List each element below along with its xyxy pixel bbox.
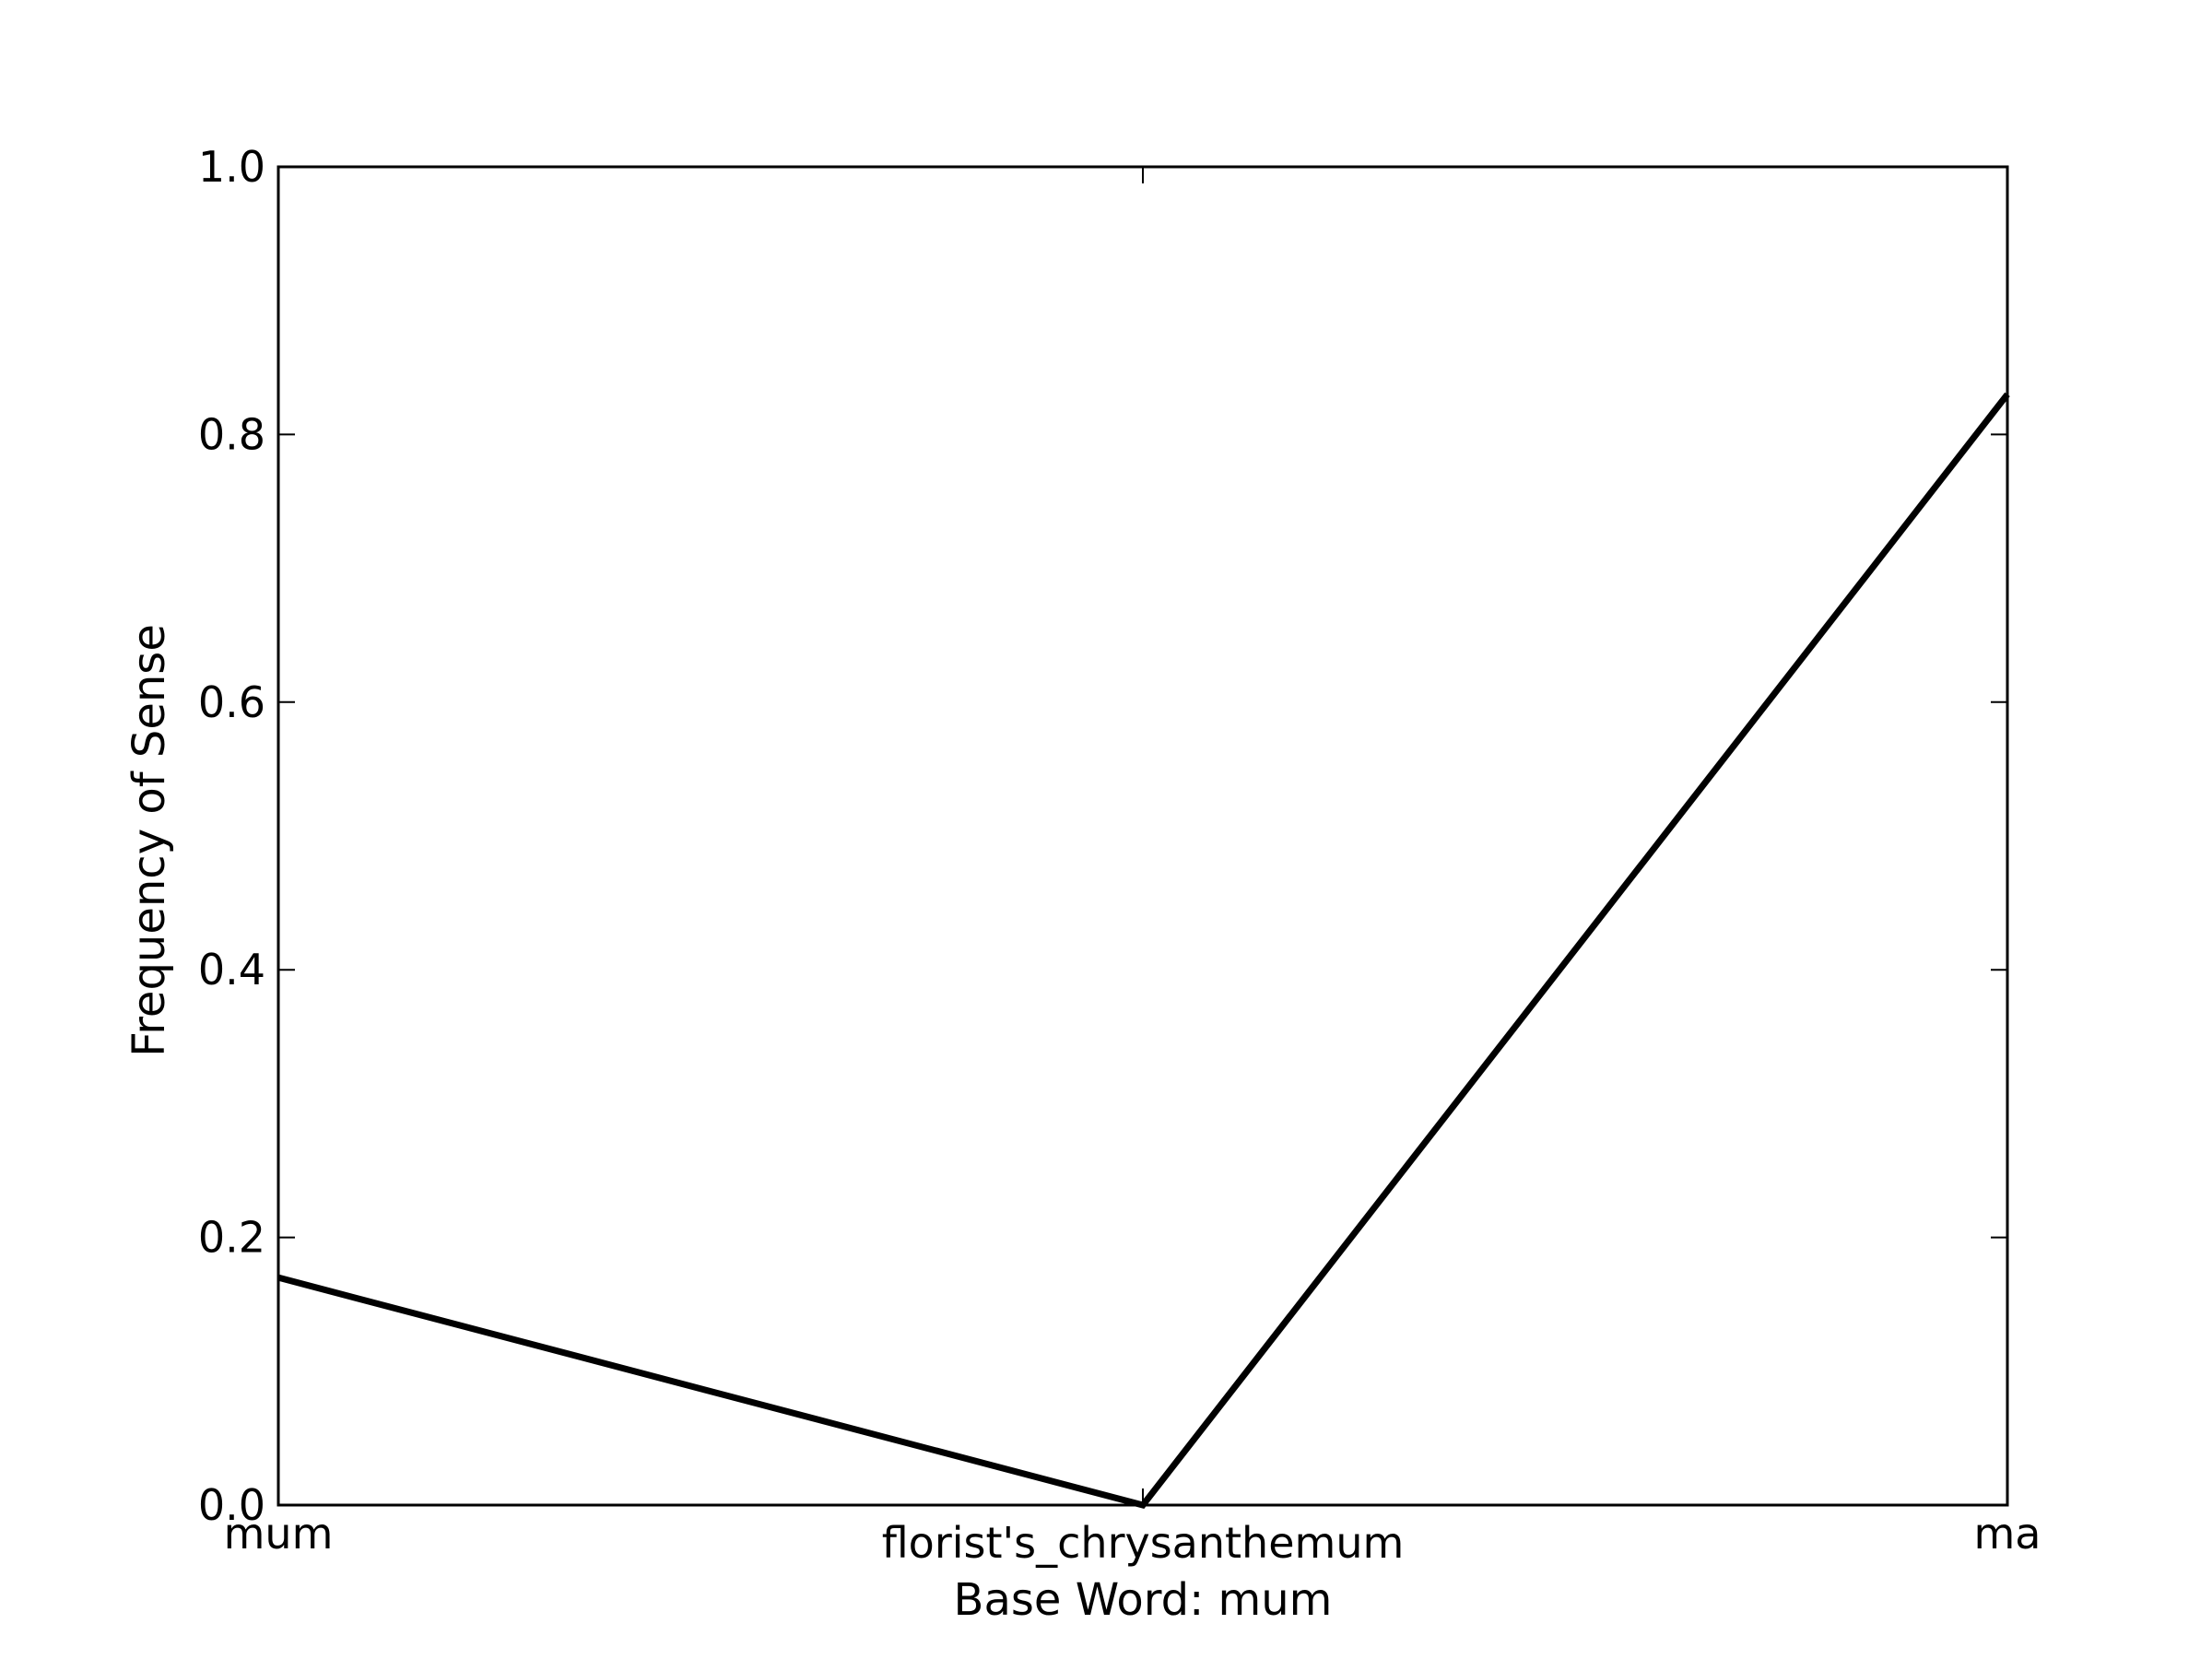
y-tick-label: 0.8 (198, 409, 265, 459)
x-tick-label: mum (224, 1509, 334, 1559)
y-tick-label: 0.6 (198, 677, 265, 727)
y-tick-label: 1.0 (198, 142, 265, 192)
data-layer (277, 392, 2010, 1509)
x-tick-label: florist's_chrysanthemum (882, 1518, 1405, 1568)
plot-area (276, 165, 2009, 1507)
x-axis-label: Base Word: mum (954, 1574, 1333, 1626)
series-line (277, 392, 2010, 1509)
x-tick-label: ma (1974, 1509, 2041, 1559)
y-tick-label: 0.0 (198, 1480, 265, 1530)
y-tick-label: 0.2 (198, 1213, 265, 1263)
y-tick-label: 0.4 (198, 945, 265, 994)
plot-frame (276, 165, 2009, 1507)
ticks-layer: 0.0 0.2 0.4 0.6 0.8 1.0 mum florist's_chrysanth… (198, 142, 2041, 1568)
y-axis-label: Frequency of Sense (124, 624, 175, 1057)
